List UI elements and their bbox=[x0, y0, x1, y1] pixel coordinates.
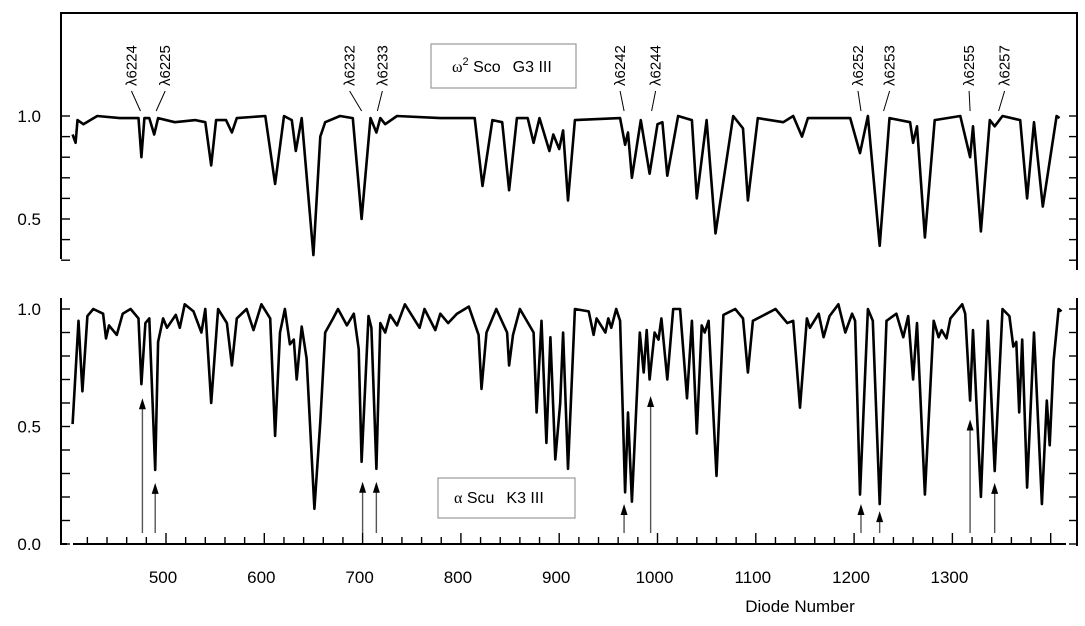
line-marker-arrow bbox=[138, 398, 146, 533]
top-panel: 1.00.5 λ6224 λ6225 λ6232 λ6233 λ6242 λ6244 λ62… bbox=[17, 12, 1078, 270]
line-label-leader bbox=[130, 90, 141, 112]
line-label-leader bbox=[349, 90, 363, 112]
arrow-head bbox=[138, 398, 146, 410]
x-tick-label: 1200 bbox=[832, 568, 870, 587]
arrow-head bbox=[151, 482, 159, 494]
bottom-spectrum-line bbox=[71, 302, 1063, 511]
arrow-head bbox=[647, 395, 655, 407]
top-legend-box bbox=[430, 43, 577, 89]
line-label: λ6242 bbox=[612, 45, 629, 86]
bottom-legend-star-name: Scu bbox=[462, 490, 494, 507]
line-marker-arrow bbox=[966, 419, 974, 533]
arrow-head bbox=[876, 511, 884, 523]
line-label-leader bbox=[619, 90, 625, 112]
bottom-legend-text: α Scu K3 III bbox=[454, 490, 544, 507]
top-legend-star-name: Sco bbox=[469, 59, 501, 76]
bottom-legend-box bbox=[437, 477, 576, 519]
line-label-leader bbox=[883, 90, 891, 112]
line-label-leader bbox=[998, 90, 1006, 112]
line-marker-arrow bbox=[876, 511, 884, 533]
x-tick-label: 600 bbox=[247, 568, 275, 587]
line-label: λ6255 bbox=[961, 45, 978, 86]
line-marker-arrow bbox=[647, 395, 655, 533]
y-tick-label: 1.0 bbox=[17, 300, 41, 319]
top-line-labels: λ6224 λ6225 λ6232 λ6233 λ6242 λ6244 λ6252 λ6253… bbox=[123, 45, 1014, 112]
x-tick-label: 900 bbox=[542, 568, 570, 587]
x-tick-label: 1100 bbox=[735, 568, 772, 587]
x-tick-label: 800 bbox=[444, 568, 472, 587]
arrow-head bbox=[372, 481, 380, 493]
line-label: λ6225 bbox=[157, 45, 174, 86]
bottom-legend: α Scu K3 III bbox=[437, 477, 576, 519]
x-tick-label: 1300 bbox=[930, 568, 968, 587]
bottom-panel: 1.0 0.5 0.0 500 600 700 800 900 1000 1100 1200 130… bbox=[17, 298, 1078, 616]
top-spectrum-line bbox=[71, 114, 1061, 257]
x-tick-label: 700 bbox=[345, 568, 373, 587]
y-tick-label: 0.5 bbox=[17, 418, 41, 437]
line-label-leader bbox=[968, 90, 971, 112]
arrow-head bbox=[359, 481, 367, 493]
bottom-x-ticks: 500 600 700 800 900 1000 1100 1200 1300 bbox=[86, 533, 1052, 587]
bottom-legend-class: K3 III bbox=[506, 490, 543, 507]
line-marker-arrow bbox=[372, 481, 380, 533]
line-label: λ6257 bbox=[997, 45, 1014, 86]
line-marker-arrow bbox=[359, 481, 367, 533]
top-legend: ω2 Sco G3 III bbox=[430, 43, 577, 89]
line-label-leader bbox=[651, 90, 657, 112]
y-tick-label: 0.0 bbox=[17, 535, 41, 554]
x-tick-label: 1000 bbox=[636, 568, 674, 587]
y-tick-label: 1.0 bbox=[17, 107, 41, 126]
bottom-left-axis bbox=[60, 298, 67, 545]
top-legend-star: ω bbox=[452, 59, 463, 76]
line-marker-arrow bbox=[991, 482, 999, 533]
arrow-head bbox=[991, 482, 999, 494]
line-marker-arrow bbox=[151, 482, 159, 533]
line-label: λ6244 bbox=[648, 45, 665, 86]
x-axis-title: Diode Number bbox=[745, 597, 855, 616]
line-label-leader bbox=[155, 90, 166, 112]
line-label: λ6232 bbox=[342, 45, 359, 86]
line-label: λ6224 bbox=[123, 45, 140, 86]
line-label-leader bbox=[857, 90, 862, 112]
line-marker-arrow bbox=[857, 504, 865, 533]
x-tick-label: 500 bbox=[149, 568, 177, 587]
line-label: λ6253 bbox=[882, 45, 899, 86]
bottom-arrows bbox=[138, 395, 999, 533]
line-label-leader bbox=[376, 90, 383, 112]
arrow-head bbox=[966, 419, 974, 431]
top-legend-class: G3 III bbox=[513, 59, 552, 76]
top-y-ticks: 1.0 0.5 bbox=[17, 107, 1077, 261]
top-legend-star-sup: 2 bbox=[463, 56, 469, 68]
line-label: λ6233 bbox=[374, 45, 391, 86]
y-tick-label: 0.5 bbox=[17, 210, 41, 229]
top-legend-text: ω2 Sco G3 III bbox=[452, 56, 552, 76]
line-marker-arrow bbox=[620, 504, 628, 533]
arrow-head bbox=[857, 504, 865, 516]
line-label: λ6252 bbox=[850, 45, 867, 86]
bottom-y-ticks: 1.0 0.5 0.0 bbox=[17, 300, 1077, 554]
bottom-legend-star: α bbox=[454, 490, 463, 507]
arrow-head bbox=[620, 504, 628, 516]
